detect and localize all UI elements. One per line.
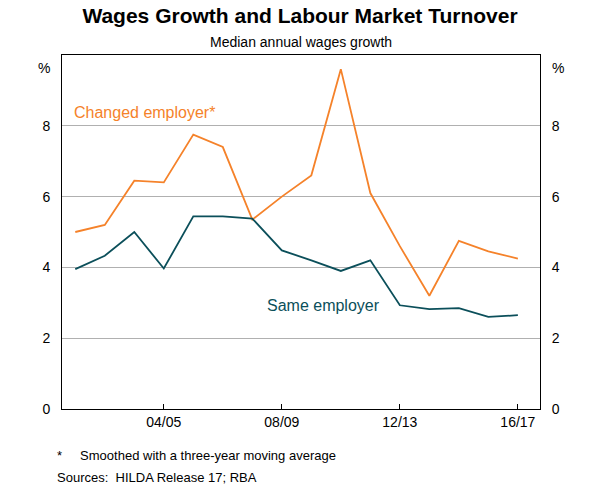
svg-text:Wages Growth and Labour Market: Wages Growth and Labour Market Turnover <box>82 4 517 27</box>
svg-text:6: 6 <box>42 189 50 205</box>
svg-text:16/17: 16/17 <box>500 414 535 430</box>
svg-text:* Smoothed with a three-ye: * Smoothed with a three-year moving aver… <box>57 448 336 463</box>
svg-text:8: 8 <box>42 118 50 134</box>
svg-text:Changed employer*: Changed employer* <box>74 104 215 121</box>
svg-text:12/13: 12/13 <box>382 414 417 430</box>
svg-text:Same employer: Same employer <box>267 297 380 314</box>
svg-text:2: 2 <box>42 330 50 346</box>
svg-text:4: 4 <box>552 259 560 275</box>
svg-text:08/09: 08/09 <box>264 414 299 430</box>
svg-text:2: 2 <box>552 330 560 346</box>
svg-text:6: 6 <box>552 189 560 205</box>
svg-text:%: % <box>38 60 50 76</box>
svg-text:4: 4 <box>42 259 50 275</box>
svg-text:0: 0 <box>42 401 50 417</box>
svg-text:Median annual wages growth: Median annual wages growth <box>210 34 392 50</box>
svg-text:8: 8 <box>552 118 560 134</box>
svg-text:%: % <box>552 60 564 76</box>
svg-text:04/05: 04/05 <box>146 414 181 430</box>
svg-text:Sources: HILDA Release 17; RB: Sources: HILDA Release 17; RBA <box>57 470 257 485</box>
svg-text:0: 0 <box>552 401 560 417</box>
